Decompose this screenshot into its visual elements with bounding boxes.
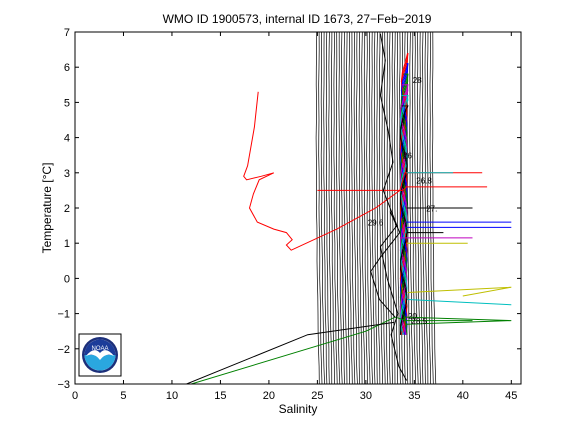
series-line-0 <box>243 91 483 251</box>
density-contour-line <box>348 32 353 384</box>
density-contour-line <box>396 32 401 384</box>
density-contour-line <box>318 32 323 384</box>
contour-label: 27. <box>426 205 437 214</box>
y-tick-label: 0 <box>64 273 70 285</box>
y-tick-label: 3 <box>64 168 70 180</box>
y-tick-label: 7 <box>64 27 70 39</box>
density-contour-line <box>343 32 348 384</box>
series-line-7 <box>407 286 512 297</box>
y-tick-label: −1 <box>57 309 70 321</box>
y-axis: −3 −2 −1 0 1 2 3 4 5 6 7 <box>57 27 521 391</box>
x-tick-label: 0 <box>72 390 78 402</box>
density-contour-line <box>315 32 320 384</box>
x-axis-label: Salinity <box>279 402 318 416</box>
profile-cluster-line <box>399 73 409 335</box>
y-axis-label: Temperature [°C] <box>40 163 54 254</box>
density-contour-line <box>351 32 356 384</box>
contour-label: 29.6 <box>368 219 384 228</box>
density-contour-line <box>394 32 399 384</box>
x-tick-label: 30 <box>360 390 372 402</box>
density-contour-line <box>341 32 345 384</box>
y-tick-label: 6 <box>64 62 70 74</box>
density-contour-line <box>346 32 350 384</box>
series-line-8 <box>407 299 512 306</box>
chart-title: WMO ID 1900573, internal ID 1673, 27−Feb… <box>163 12 432 26</box>
x-tick-label: 45 <box>505 390 517 402</box>
density-contour-line <box>330 32 335 384</box>
density-contour-line <box>384 32 389 384</box>
density-contour-line <box>323 32 328 384</box>
x-axis: 0 5 10 15 20 25 30 35 40 45 <box>72 32 517 402</box>
series-line-1 <box>317 186 488 191</box>
density-contours <box>315 32 437 384</box>
y-tick-label: 4 <box>64 133 70 145</box>
series-line-15 <box>370 211 401 318</box>
logo-bottom <box>84 355 116 371</box>
density-contour-line <box>325 32 330 384</box>
x-tick-label: 5 <box>120 390 126 402</box>
density-contour-line <box>338 32 343 384</box>
logo-bird <box>86 350 114 360</box>
x-tick-label: 35 <box>408 390 420 402</box>
density-contour-line <box>386 32 391 384</box>
x-tick-label: 40 <box>457 390 469 402</box>
series-line-9 <box>404 316 512 325</box>
density-contour-line <box>333 32 338 384</box>
density-contour-line <box>366 32 371 384</box>
y-tick-label: 2 <box>64 203 70 215</box>
logo-text: NOAA <box>91 346 108 352</box>
noaa-logo: NOAA <box>78 333 122 377</box>
profile-series <box>186 33 512 384</box>
density-contour-line <box>320 32 325 384</box>
density-contour-line <box>356 32 361 384</box>
y-tick-label: −2 <box>57 344 70 356</box>
density-contour-line <box>328 32 333 384</box>
contour-label: 20 <box>408 312 417 321</box>
x-tick-label: 10 <box>166 390 178 402</box>
y-tick-label: 5 <box>64 97 70 109</box>
profile-cluster-line <box>399 84 409 335</box>
series-line-11 <box>186 321 395 384</box>
density-contour-line <box>363 32 368 384</box>
density-contour-line <box>361 32 366 384</box>
contour-label: 28.5 <box>411 317 427 326</box>
density-contour-line <box>358 32 363 384</box>
contour-label: 26.8 <box>416 176 432 185</box>
x-tick-label: 25 <box>311 390 323 402</box>
density-contour-line <box>378 32 383 384</box>
y-tick-label: −3 <box>57 379 70 391</box>
density-contour-line <box>353 32 358 384</box>
y-tick-label: 1 <box>64 238 70 250</box>
contour-label: 26 <box>403 152 412 161</box>
x-tick-label: 20 <box>263 390 275 402</box>
profile-cluster-line <box>400 105 409 335</box>
density-contour-line <box>336 32 341 384</box>
density-contour-line <box>381 32 386 384</box>
contour-label: 28 <box>413 76 422 85</box>
x-tick-label: 15 <box>214 390 226 402</box>
